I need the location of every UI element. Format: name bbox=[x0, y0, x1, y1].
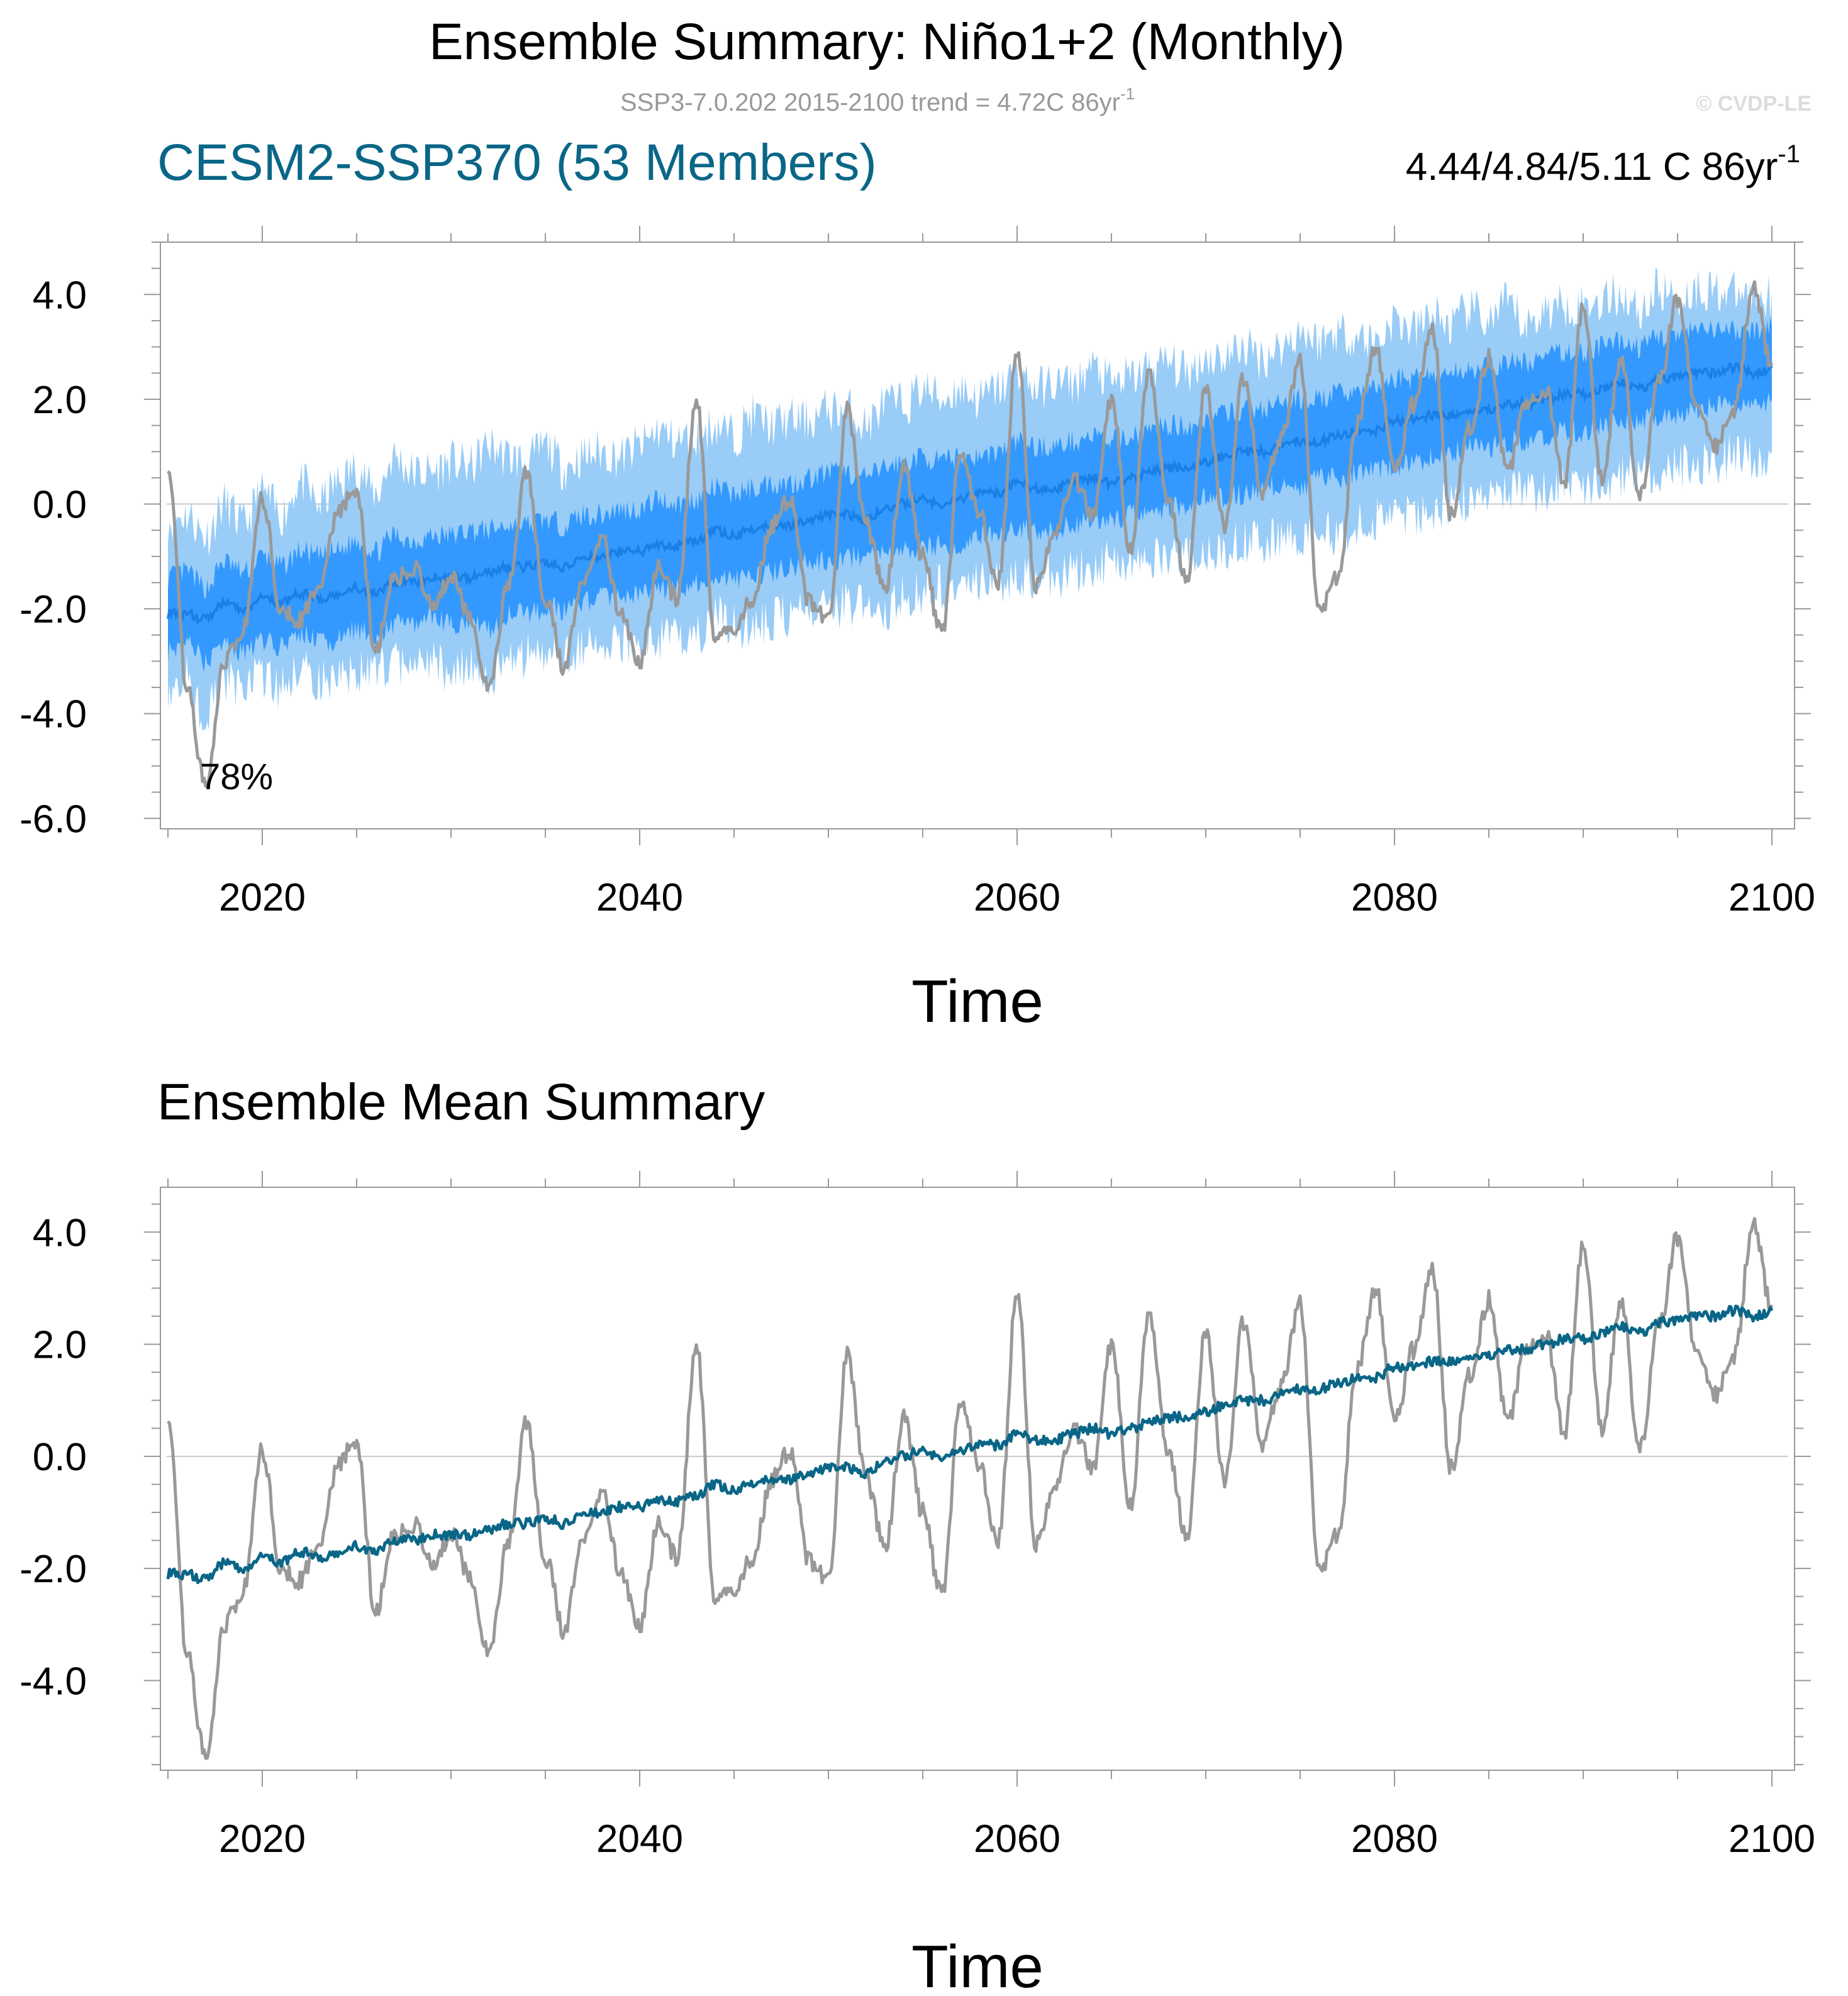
y-tick-label: -2.0 bbox=[19, 1548, 87, 1591]
y-tick-label: 0.0 bbox=[33, 484, 87, 527]
y-tick-label: -2.0 bbox=[19, 588, 87, 631]
trend-range-main: 4.44/4.84/5.11 C 86yr bbox=[1406, 145, 1778, 189]
x-tick-label: 2040 bbox=[596, 1817, 683, 1861]
percentile-text: 78% bbox=[200, 757, 273, 797]
panel1-xlabel: Time bbox=[911, 968, 1044, 1035]
model-label: CESM2-SSP370 (53 Members) bbox=[157, 134, 877, 191]
subtitle-main: SSP3-7.0.202 2015-2100 trend = 4.72C 86y… bbox=[620, 89, 1120, 116]
x-tick-label: 2100 bbox=[1728, 1817, 1815, 1861]
x-tick-label: 2080 bbox=[1351, 876, 1438, 919]
figure-title: Ensemble Summary: Niño1+2 (Monthly) bbox=[429, 13, 1345, 70]
figure-subtitle: SSP3-7.0.202 2015-2100 trend = 4.72C 86y… bbox=[620, 84, 1135, 116]
observation-line bbox=[167, 280, 1774, 788]
y-tick-label: -4.0 bbox=[19, 1660, 87, 1703]
y-tick-label: 4.0 bbox=[33, 1211, 87, 1255]
panel2-xlabel: Time bbox=[911, 1933, 1044, 1996]
copyright-text: © CVDP-LE bbox=[1696, 92, 1812, 116]
y-tick-label: -4.0 bbox=[19, 693, 87, 736]
x-tick-label: 2080 bbox=[1351, 1817, 1438, 1861]
x-tick-label: 2060 bbox=[974, 1817, 1060, 1861]
y-tick-label: 0.0 bbox=[33, 1436, 87, 1479]
trend-range-text: 4.44/4.84/5.11 C 86yr-1 bbox=[1406, 140, 1800, 189]
y-tick-label: 2.0 bbox=[33, 1324, 87, 1367]
x-tick-label: 2020 bbox=[219, 876, 306, 919]
trend-range-sup: -1 bbox=[1778, 140, 1800, 168]
y-tick-label: 4.0 bbox=[33, 274, 87, 317]
ensemble-mean-title: Ensemble Mean Summary bbox=[157, 1073, 765, 1131]
y-tick-label: -6.0 bbox=[19, 797, 87, 841]
subtitle-sup: -1 bbox=[1120, 84, 1135, 103]
ensemble-mean-line bbox=[166, 1304, 1774, 1585]
ensemble-mean-panel: 2020 2040 2060 2080 2100 -4.0 -2.0 0.0 2.0 4.0 bbox=[19, 1171, 1815, 1861]
x-tick-label: 2020 bbox=[219, 1817, 306, 1861]
plot-frame bbox=[160, 1187, 1795, 1771]
x-tick-label: 2060 bbox=[974, 876, 1060, 919]
x-tick-label: 2040 bbox=[596, 876, 683, 919]
observation-line bbox=[167, 1217, 1774, 1760]
ensemble-summary-panel: 2020 2040 2060 2080 2100 -6.0 -4.0 -2.0 0.0 2.0 4.… bbox=[19, 226, 1815, 919]
x-tick-label: 2100 bbox=[1728, 876, 1815, 919]
plot-frame bbox=[160, 241, 1795, 829]
y-tick-label: 2.0 bbox=[33, 379, 87, 422]
